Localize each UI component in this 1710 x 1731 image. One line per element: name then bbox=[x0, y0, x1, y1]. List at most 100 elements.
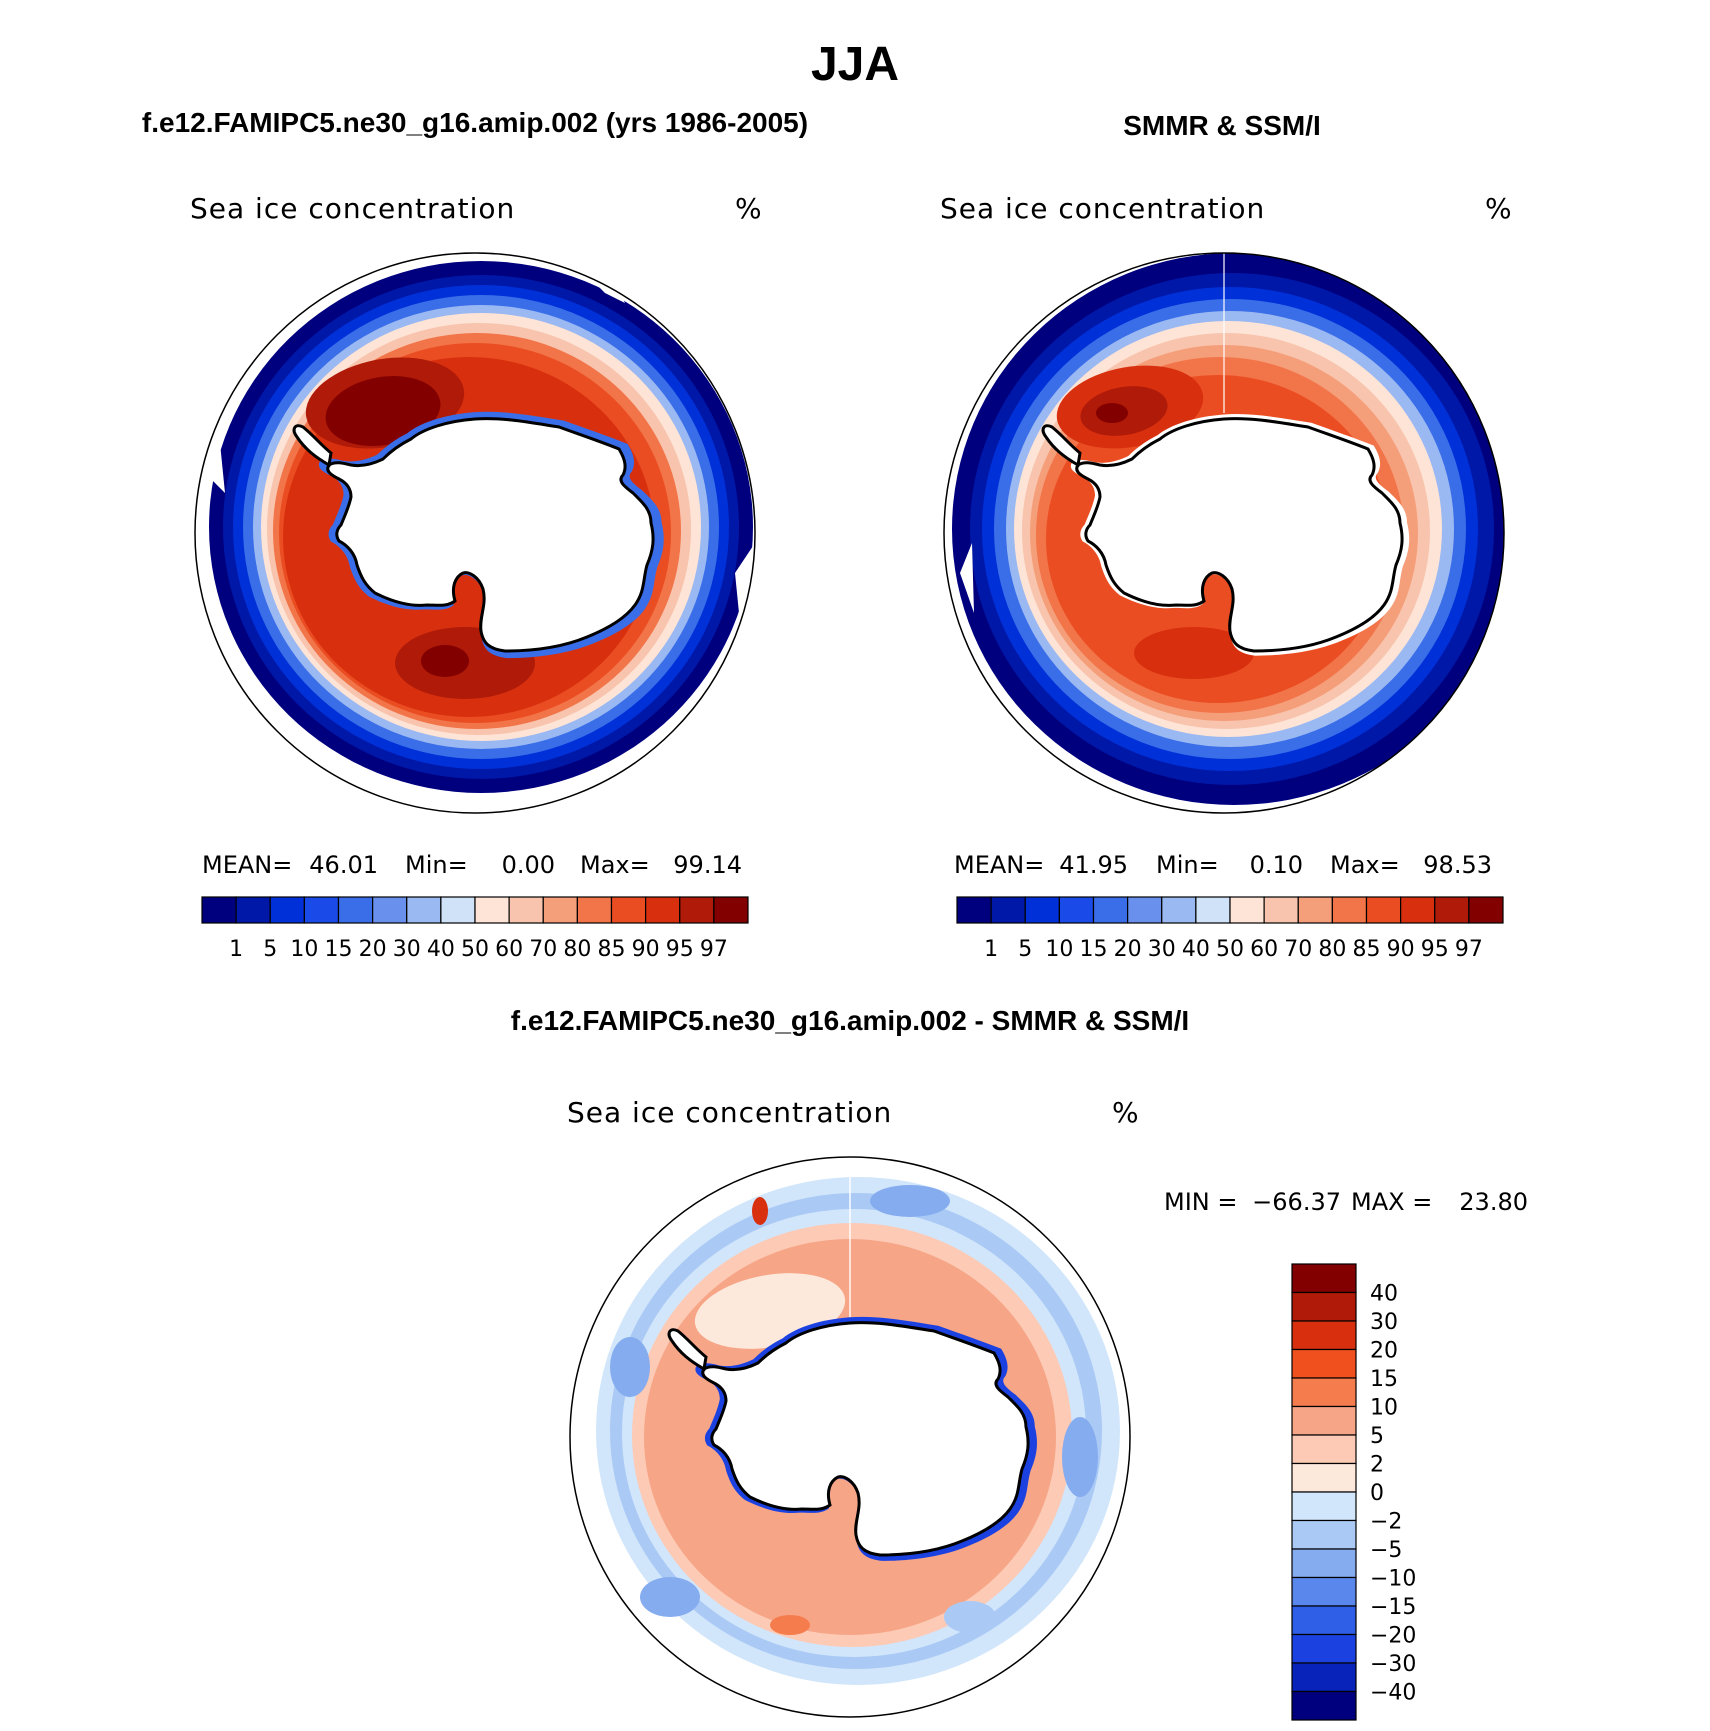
panel-model-max-label: Max= bbox=[580, 851, 650, 879]
colorbar-diff-swatch-15 bbox=[1291, 1690, 1357, 1721]
colorbar-model-swatch-7 bbox=[440, 896, 476, 924]
colorbar-obs-tick-label: 30 bbox=[1148, 937, 1176, 962]
colorbar-diff-tick-label: 2 bbox=[1370, 1453, 1384, 1478]
colorbar-obs-swatch-0 bbox=[956, 896, 992, 924]
colorbar-model-tick-label: 50 bbox=[461, 937, 489, 962]
colorbar-diff-swatch-8 bbox=[1291, 1491, 1357, 1522]
colorbar-obs-tick-label: 97 bbox=[1455, 937, 1483, 962]
colorbar-model-tick-label: 5 bbox=[263, 937, 277, 962]
colorbar-obs-tick-label: 10 bbox=[1045, 937, 1073, 962]
panel-model: f.e12.FAMIPC5.ne30_g16.amip.002 (yrs 198… bbox=[142, 107, 808, 962]
colorbar-obs-swatch-10 bbox=[1297, 896, 1333, 924]
colorbar-obs-tick-label: 60 bbox=[1250, 937, 1278, 962]
panel-diff-max-label: MAX = bbox=[1351, 1188, 1432, 1216]
colorbar-diff-tick-label: 40 bbox=[1370, 1282, 1398, 1307]
panel-model-stats: MEAN= 46.01 Min= 0.00 Max= 99.14 bbox=[202, 851, 742, 879]
colorbar-obs-tick-label: 70 bbox=[1284, 937, 1312, 962]
panel-model-variable-label: Sea ice concentration bbox=[190, 192, 515, 225]
colorbar-model-swatch-14 bbox=[679, 896, 715, 924]
figure-title: JJA bbox=[811, 38, 899, 91]
colorbar-model-tick-label: 15 bbox=[325, 937, 353, 962]
panel-obs-mean-value: 41.95 bbox=[1059, 851, 1128, 879]
colorbar-diff-tick-label: 0 bbox=[1370, 1481, 1384, 1506]
colorbar-diff-swatch-0 bbox=[1291, 1263, 1357, 1294]
panel-obs-max-label: Max= bbox=[1330, 851, 1400, 879]
colorbar-model-tick-label: 85 bbox=[598, 937, 626, 962]
colorbar-diff-tick-label: 5 bbox=[1370, 1424, 1384, 1449]
colorbar-model-swatch-4 bbox=[337, 896, 374, 924]
colorbar-diff-swatch-11 bbox=[1291, 1576, 1357, 1607]
panel-diff: f.e12.FAMIPC5.ne30_g16.amip.002 - SMMR &… bbox=[511, 1005, 1528, 1721]
colorbar-diff-tick-label: 30 bbox=[1370, 1310, 1398, 1335]
colorbar-diff-tick-label: −40 bbox=[1370, 1681, 1416, 1706]
panel-diff-variable-label: Sea ice concentration bbox=[567, 1096, 892, 1129]
colorbar-obs-tick-label: 90 bbox=[1387, 937, 1415, 962]
colorbar-model-swatch-11 bbox=[576, 896, 613, 924]
colorbar-diff-swatch-9 bbox=[1291, 1519, 1357, 1550]
colorbar-diff-swatch-1 bbox=[1291, 1291, 1357, 1322]
colorbar-diff-tick-label: 20 bbox=[1370, 1339, 1398, 1364]
colorbar-diff-swatch-14 bbox=[1291, 1662, 1357, 1693]
colorbar-obs-swatch-1 bbox=[990, 896, 1026, 924]
colorbar-model-tick-label: 70 bbox=[529, 937, 557, 962]
colorbar-obs-tick-label: 15 bbox=[1080, 937, 1108, 962]
colorbar-diff-swatch-12 bbox=[1291, 1605, 1357, 1636]
panel-obs-variable-label: Sea ice concentration bbox=[940, 192, 1265, 225]
colorbar-model-swatch-9 bbox=[508, 896, 544, 924]
colorbar-diff-tick-label: −5 bbox=[1370, 1538, 1402, 1563]
colorbar-obs-tick-label: 1 bbox=[984, 937, 998, 962]
colorbar-model-tick-label: 60 bbox=[495, 937, 523, 962]
map-model bbox=[194, 252, 756, 814]
colorbar-obs-swatch-8 bbox=[1229, 896, 1265, 924]
colorbar-obs-tick-label: 85 bbox=[1353, 937, 1381, 962]
panel-model-units-label: % bbox=[735, 192, 762, 225]
colorbar-diff-tick-label: 10 bbox=[1370, 1396, 1398, 1421]
colorbar-obs-tick-label: 95 bbox=[1421, 937, 1449, 962]
colorbar-diff-swatch-13 bbox=[1291, 1633, 1357, 1664]
colorbar-obs-swatch-15 bbox=[1468, 896, 1504, 924]
panel-model-mean-label: MEAN= bbox=[202, 851, 292, 879]
panel-obs-mean-label: MEAN= bbox=[954, 851, 1044, 879]
colorbar-diff-tick-label: −10 bbox=[1370, 1567, 1416, 1592]
colorbar-model-tick-label: 40 bbox=[427, 937, 455, 962]
panel-diff-min-value: −66.37 bbox=[1252, 1188, 1341, 1216]
colorbar-obs-swatch-12 bbox=[1365, 896, 1402, 924]
colorbar-diff-tick-label: −20 bbox=[1370, 1624, 1416, 1649]
colorbar-obs-swatch-11 bbox=[1331, 896, 1368, 924]
colorbar-model-swatch-10 bbox=[542, 896, 578, 924]
panel-obs: SMMR & SSM/I Sea ice concentration % bbox=[940, 110, 1512, 962]
panel-diff-stats: MIN = −66.37 MAX = 23.80 bbox=[1164, 1188, 1528, 1216]
colorbar-obs-swatch-13 bbox=[1400, 896, 1436, 924]
colorbar-model-tick-label: 95 bbox=[666, 937, 694, 962]
colorbar-obs-swatch-6 bbox=[1161, 896, 1197, 924]
colorbar-obs-swatch-7 bbox=[1195, 896, 1231, 924]
colorbar-obs-tick-label: 20 bbox=[1114, 937, 1142, 962]
colorbar-diff-swatch-5 bbox=[1291, 1405, 1357, 1436]
panel-diff-units-label: % bbox=[1112, 1096, 1139, 1129]
colorbar-model-tick-label: 30 bbox=[393, 937, 421, 962]
colorbar-model-swatch-12 bbox=[610, 896, 647, 924]
colorbar-diff-tick-label: −15 bbox=[1370, 1595, 1416, 1620]
colorbar-diff-swatch-2 bbox=[1291, 1320, 1357, 1351]
panel-model-mean-value: 46.01 bbox=[309, 851, 378, 879]
colorbar-obs-swatch-14 bbox=[1434, 896, 1470, 924]
panel-obs-units-label: % bbox=[1485, 192, 1512, 225]
colorbar-model-swatch-8 bbox=[474, 896, 510, 924]
colorbar-obs-swatch-3 bbox=[1058, 896, 1095, 924]
colorbar-model: 1 5 10 15 20 30 40 50 60 70 80 85 90 95 97 bbox=[201, 896, 749, 962]
colorbar-obs-tick-label: 40 bbox=[1182, 937, 1210, 962]
panel-obs-max-value: 98.53 bbox=[1423, 851, 1492, 879]
colorbar-obs: 1 5 10 15 20 30 40 50 60 70 80 85 90 95 97 bbox=[956, 896, 1504, 962]
panel-model-min-value: 0.00 bbox=[502, 851, 555, 879]
map-diff bbox=[569, 1156, 1131, 1718]
panel-obs-heading: SMMR & SSM/I bbox=[1123, 110, 1321, 141]
colorbar-obs-tick-label: 80 bbox=[1318, 937, 1346, 962]
colorbar-diff-tick-label: −2 bbox=[1370, 1510, 1402, 1535]
colorbar-diff-swatch-4 bbox=[1291, 1377, 1357, 1408]
colorbar-diff-swatch-10 bbox=[1291, 1548, 1357, 1579]
colorbar-obs-swatch-4 bbox=[1092, 896, 1129, 924]
panel-obs-min-label: Min= bbox=[1156, 851, 1219, 879]
map-obs bbox=[943, 252, 1505, 814]
